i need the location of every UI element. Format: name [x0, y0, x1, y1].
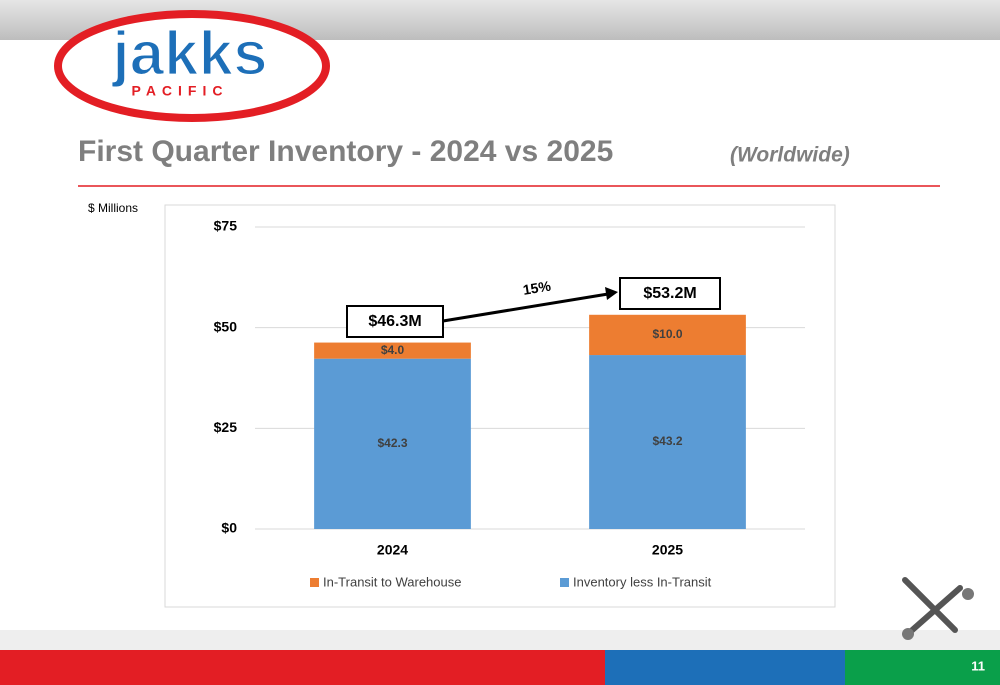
footer-shade [0, 630, 1000, 650]
legend-label: In-Transit to Warehouse [323, 574, 461, 589]
footer-blue [605, 650, 845, 685]
y-tick-label: $25 [214, 419, 238, 435]
growth-arrow [442, 292, 609, 323]
chart-title: First Quarter Inventory - 2024 vs 2025 [78, 135, 613, 168]
total-label: $46.3M [368, 313, 421, 330]
data-label: $43.2 [652, 434, 682, 448]
total-box [619, 277, 721, 310]
bar-segment [314, 342, 471, 359]
footer-red [0, 650, 605, 685]
jack-icon [902, 577, 974, 640]
bar-segment [589, 355, 746, 529]
growth-label: 15% [522, 278, 553, 298]
chart-subtitle: (Worldwide) [730, 144, 850, 167]
data-label: $4.0 [381, 343, 405, 357]
y-tick-label: $75 [214, 218, 238, 234]
footer-green [845, 650, 1000, 685]
total-box [346, 305, 444, 338]
y-tick-label: $50 [214, 318, 238, 334]
legend-swatch [310, 578, 319, 587]
arrow-head [605, 287, 618, 300]
data-label: $10.0 [652, 327, 682, 341]
data-label: $42.3 [377, 436, 407, 450]
total-label: $53.2M [643, 285, 696, 302]
legend-swatch [560, 578, 569, 587]
y-axis-label: $ Millions [88, 201, 138, 215]
y-tick-label: $0 [221, 520, 237, 536]
page-number: 11 [971, 658, 985, 673]
logo-oval [54, 10, 330, 122]
bar-segment [314, 358, 471, 529]
logo-subtext: PACIFIC [132, 83, 229, 99]
bar-segment [589, 314, 746, 356]
logo-text: jakks [111, 19, 267, 88]
legend-label: Inventory less In-Transit [573, 574, 712, 589]
x-tick-label: 2024 [377, 542, 408, 558]
x-tick-label: 2025 [652, 542, 683, 558]
